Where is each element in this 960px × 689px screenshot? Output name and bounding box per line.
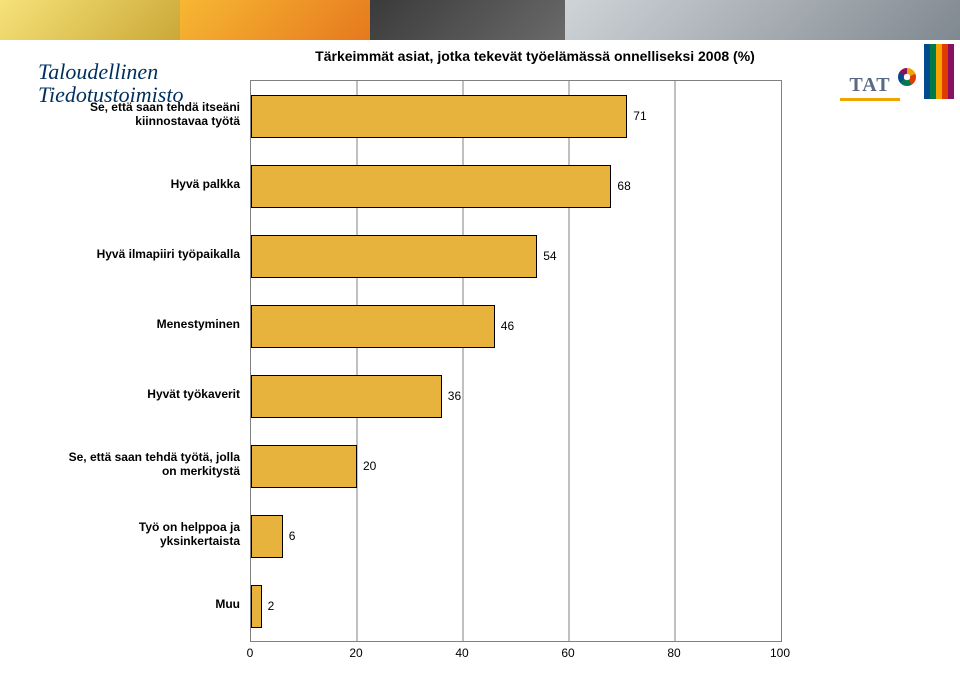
- chart-bar-value: 46: [497, 305, 514, 348]
- chart-bar-value: 71: [629, 95, 646, 138]
- chart-x-tick: 100: [770, 646, 790, 660]
- chart-bar-row: 46: [251, 291, 781, 361]
- header-swatch: [0, 0, 180, 40]
- chart-bar-value: 36: [444, 375, 461, 418]
- header-swatch: [180, 0, 370, 40]
- chart-bar-row: 71: [251, 81, 781, 151]
- chart-category-label: Se, että saan tehdä itseäni kiinnostavaa…: [60, 80, 240, 150]
- chart-bars: 71 68 54 46 36 20 62: [251, 81, 781, 641]
- chart-category-label: Hyvä ilmapiiri työpaikalla: [60, 220, 240, 290]
- chart-bar-value: 2: [264, 585, 275, 628]
- chart-bar: [251, 375, 442, 418]
- chart-category-label: Työ on helppoa ja yksinkertaista: [60, 500, 240, 570]
- chart-bar-value: 20: [359, 445, 376, 488]
- tat-logo-text: TAT: [849, 74, 890, 97]
- chart-category-label: Menestyminen: [60, 290, 240, 360]
- chart-bar-value: 54: [539, 235, 556, 278]
- chart-bar: [251, 235, 537, 278]
- header-swatch: [370, 0, 565, 40]
- chart-x-tick: 60: [561, 646, 574, 660]
- chart-bar-row: 20: [251, 431, 781, 501]
- header-swatch: [565, 0, 960, 40]
- chart-x-axis: 020406080100: [250, 646, 780, 666]
- chart-bar-row: 68: [251, 151, 781, 221]
- chart-bar-row: 2: [251, 571, 781, 641]
- chart-bar: [251, 445, 357, 488]
- chart-bar-value: 6: [285, 515, 296, 558]
- chart-x-tick: 0: [247, 646, 254, 660]
- chart-category-label: Hyvät työkaverit: [60, 360, 240, 430]
- tat-swirl-icon: [898, 68, 916, 86]
- chart-bar-value: 68: [613, 165, 630, 208]
- chart-category-label: Hyvä palkka: [60, 150, 240, 220]
- chart-plot-area: 71 68 54 46 36 20 62: [250, 80, 782, 642]
- chart-x-tick: 80: [667, 646, 680, 660]
- side-color-strips: [924, 44, 954, 103]
- chart-bar: [251, 95, 627, 138]
- chart-title: Tärkeimmät asiat, jotka tekevät työelämä…: [250, 48, 820, 64]
- bar-chart: Tärkeimmät asiat, jotka tekevät työelämä…: [60, 48, 820, 642]
- chart-bar-row: 36: [251, 361, 781, 431]
- chart-x-tick: 20: [349, 646, 362, 660]
- chart-bar: [251, 165, 611, 208]
- chart-bar: [251, 515, 283, 558]
- chart-category-label: Muu: [60, 570, 240, 640]
- chart-bar-row: 6: [251, 501, 781, 571]
- chart-bar: [251, 585, 262, 628]
- chart-bar: [251, 305, 495, 348]
- chart-category-label: Se, että saan tehdä työtä, jolla on merk…: [60, 430, 240, 500]
- tat-logo: TAT: [840, 72, 900, 101]
- header-decorative-band: [0, 0, 960, 40]
- chart-bar-row: 54: [251, 221, 781, 291]
- chart-x-tick: 40: [455, 646, 468, 660]
